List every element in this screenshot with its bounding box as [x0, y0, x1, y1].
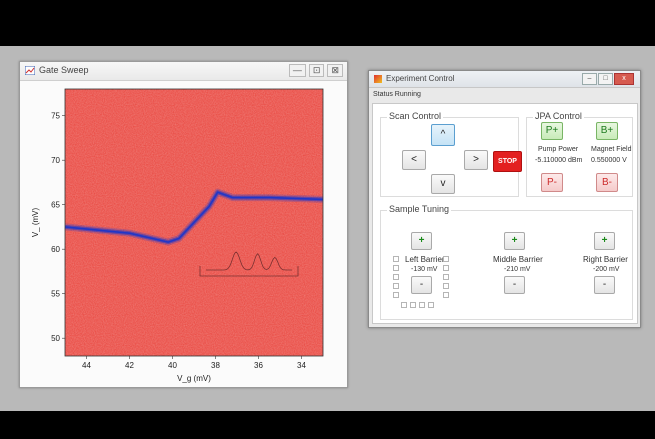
status-tab[interactable]: Status Running: [373, 91, 421, 98]
x-axis-label: V_g (mV): [177, 374, 211, 383]
left-barrier-decrease-button[interactable]: -: [411, 276, 432, 294]
left-barrier-toggle-11[interactable]: [401, 302, 407, 308]
left-barrier-toggle-12[interactable]: [410, 302, 416, 308]
letterbox-top: [0, 0, 655, 46]
magnet-field-value: 0.550000 V: [591, 157, 627, 164]
scan-right-button[interactable]: >: [464, 150, 488, 170]
left-barrier-toggle-5[interactable]: [393, 292, 399, 298]
left-barrier-increase-button[interactable]: +: [411, 232, 432, 250]
pump-power-value: -5.110000 dBm: [535, 157, 583, 164]
stop-button[interactable]: STOP: [493, 151, 522, 172]
experiment-control-window: Experiment Control – □ x Status Running …: [368, 70, 641, 328]
jpa-control-title: JPA Control: [533, 111, 584, 121]
scan-left-button[interactable]: <: [402, 150, 426, 170]
pump-power-decrease-button[interactable]: P-: [541, 173, 563, 192]
magnet-field-increase-button[interactable]: B+: [596, 122, 618, 140]
plot-window: Gate Sweep — ⊡ ⊠ 44 42 40 38 36 34 75 70 65 60 55 5…: [19, 61, 348, 388]
y-tick-label: 65: [51, 201, 60, 210]
left-barrier-toggle-3[interactable]: [393, 274, 399, 280]
left-barrier-toggle-9[interactable]: [443, 283, 449, 289]
left-barrier-value: -130 mV: [411, 266, 438, 273]
right-barrier-label: Right Barrier: [583, 255, 628, 264]
letterbox-bottom: [0, 411, 655, 439]
control-panel: Scan Control ^ < > v STOP JPA Control P+…: [372, 103, 638, 324]
y-tick-label: 55: [51, 290, 60, 299]
middle-barrier-label: Middle Barrier: [493, 255, 543, 264]
sample-tuning-title: Sample Tuning: [387, 204, 452, 214]
pump-power-label: Pump Power: [538, 146, 579, 153]
y-tick-label: 75: [51, 112, 60, 121]
right-barrier-decrease-button[interactable]: -: [594, 276, 615, 294]
y-axis-label: V_ (mV): [31, 208, 40, 238]
jpa-control-group: JPA Control: [526, 111, 633, 197]
inset-trace: [206, 251, 292, 271]
left-barrier-toggle-1[interactable]: [393, 256, 399, 262]
x-tick-label: 36: [254, 361, 263, 370]
left-barrier-toggle-10[interactable]: [443, 292, 449, 298]
x-tick-label: 34: [297, 361, 306, 370]
middle-barrier-decrease-button[interactable]: -: [504, 276, 525, 294]
magnet-field-decrease-button[interactable]: B-: [596, 173, 618, 192]
plot-frame: [64, 88, 324, 357]
middle-barrier-increase-button[interactable]: +: [504, 232, 525, 250]
close-button[interactable]: ⊠: [327, 64, 343, 77]
x-tick-label: 42: [125, 361, 134, 370]
left-barrier-toggle-14[interactable]: [428, 302, 434, 308]
middle-barrier-value: -210 mV: [504, 266, 531, 273]
left-barrier-toggle-6[interactable]: [443, 256, 449, 262]
y-tick-label: 60: [51, 245, 60, 254]
x-tick-label: 44: [82, 361, 91, 370]
gate-sweep-chart[interactable]: 44 42 40 38 36 34 75 70 65 60 55 50 V_g (mV) V_ (mV…: [20, 81, 347, 386]
minimize-button[interactable]: –: [582, 73, 597, 85]
restore-button[interactable]: ⊡: [308, 64, 325, 77]
right-barrier-increase-button[interactable]: +: [594, 232, 615, 250]
inset-frame: [199, 266, 299, 277]
maximize-button[interactable]: □: [598, 73, 613, 85]
app-icon: [374, 75, 382, 83]
scan-control-title: Scan Control: [387, 111, 444, 121]
left-barrier-toggle-7[interactable]: [443, 265, 449, 271]
left-barrier-toggle-2[interactable]: [393, 265, 399, 271]
plot-window-title: Gate Sweep: [39, 65, 89, 75]
control-window-titlebar[interactable]: Experiment Control – □ x: [369, 71, 640, 88]
left-barrier-label: Left Barrier: [405, 255, 445, 264]
sample-tuning-group: Sample Tuning: [380, 204, 633, 320]
control-window-title: Experiment Control: [386, 74, 455, 83]
y-tick-label: 50: [51, 334, 60, 343]
close-button[interactable]: x: [614, 73, 634, 85]
right-barrier-value: -200 mV: [593, 266, 620, 273]
pump-power-increase-button[interactable]: P+: [541, 122, 563, 140]
left-barrier-toggle-13[interactable]: [419, 302, 425, 308]
left-barrier-toggle-4[interactable]: [393, 283, 399, 289]
x-tick-label: 38: [211, 361, 220, 370]
chart-window-icon: [25, 66, 35, 75]
plot-window-titlebar[interactable]: Gate Sweep — ⊡ ⊠: [20, 62, 347, 81]
x-tick-label: 40: [168, 361, 177, 370]
scan-down-button[interactable]: v: [431, 174, 455, 194]
scan-up-button[interactable]: ^: [431, 124, 455, 146]
transition-line: [64, 191, 324, 243]
left-barrier-toggle-8[interactable]: [443, 274, 449, 280]
magnet-field-label: Magnet Field: [591, 146, 632, 153]
minimize-button[interactable]: —: [288, 64, 306, 77]
y-tick-label: 70: [51, 156, 60, 165]
